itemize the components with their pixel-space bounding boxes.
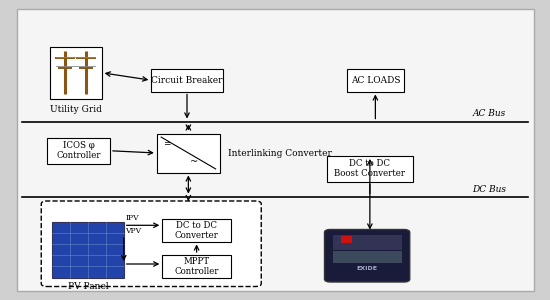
- Text: AC Bus: AC Bus: [473, 110, 506, 118]
- FancyBboxPatch shape: [41, 201, 261, 286]
- Text: Utility Grid: Utility Grid: [50, 105, 102, 114]
- Text: AC LOADS: AC LOADS: [351, 76, 400, 85]
- Text: VPV: VPV: [125, 227, 141, 235]
- Text: Circuit Breaker: Circuit Breaker: [151, 76, 223, 85]
- FancyBboxPatch shape: [341, 236, 352, 243]
- Text: Interlinking Converter: Interlinking Converter: [228, 148, 332, 158]
- Text: PV Panel: PV Panel: [68, 282, 108, 291]
- Text: MPPT
Controller: MPPT Controller: [174, 256, 219, 276]
- FancyBboxPatch shape: [157, 134, 220, 172]
- FancyBboxPatch shape: [333, 250, 402, 263]
- FancyBboxPatch shape: [333, 235, 402, 250]
- Text: =: =: [163, 140, 171, 149]
- Text: EXIDE: EXIDE: [356, 266, 378, 271]
- Text: DC to DC
Boost Converter: DC to DC Boost Converter: [334, 159, 405, 178]
- FancyBboxPatch shape: [324, 230, 410, 282]
- Text: DC Bus: DC Bus: [472, 184, 506, 194]
- Text: DC to DC
Converter: DC to DC Converter: [175, 220, 218, 240]
- FancyBboxPatch shape: [50, 46, 102, 99]
- FancyBboxPatch shape: [162, 219, 231, 242]
- FancyBboxPatch shape: [346, 69, 404, 92]
- FancyBboxPatch shape: [52, 222, 124, 278]
- Text: ~: ~: [190, 157, 198, 166]
- Text: ICOS φ
Controller: ICOS φ Controller: [56, 141, 101, 161]
- FancyBboxPatch shape: [151, 69, 223, 92]
- FancyBboxPatch shape: [16, 9, 534, 291]
- FancyBboxPatch shape: [327, 156, 412, 182]
- FancyBboxPatch shape: [47, 138, 110, 164]
- FancyBboxPatch shape: [162, 255, 231, 278]
- Text: IPV: IPV: [125, 214, 139, 222]
